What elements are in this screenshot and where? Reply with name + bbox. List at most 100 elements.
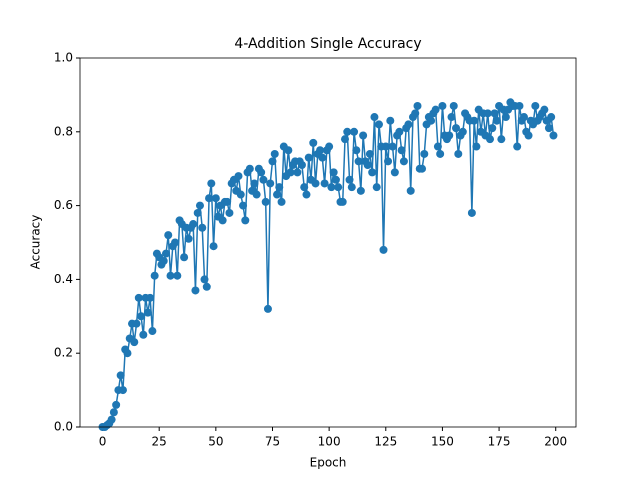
y-tick-label: 0.6 xyxy=(54,198,73,212)
point xyxy=(458,127,467,136)
point xyxy=(325,142,334,151)
point xyxy=(207,179,216,188)
point xyxy=(384,157,393,166)
point xyxy=(490,109,499,118)
point xyxy=(311,179,320,188)
point xyxy=(139,330,148,339)
point xyxy=(146,293,155,302)
point xyxy=(467,208,476,217)
point xyxy=(116,371,125,380)
point xyxy=(388,142,397,151)
point xyxy=(297,161,306,170)
x-tick-label: 125 xyxy=(374,435,397,449)
point xyxy=(304,153,313,162)
point xyxy=(350,127,359,136)
point xyxy=(159,256,168,265)
point xyxy=(218,216,227,225)
point xyxy=(132,319,141,328)
point xyxy=(438,101,447,110)
point xyxy=(316,146,325,155)
point xyxy=(372,183,381,192)
point xyxy=(202,282,211,291)
point xyxy=(130,338,139,347)
point xyxy=(200,275,209,284)
point xyxy=(418,164,427,173)
point xyxy=(411,109,420,118)
point xyxy=(334,183,343,192)
point xyxy=(211,194,220,203)
point xyxy=(293,168,302,177)
point xyxy=(365,149,374,158)
point xyxy=(148,327,157,336)
point xyxy=(331,175,340,184)
point xyxy=(492,116,501,125)
point xyxy=(223,197,232,206)
point xyxy=(107,415,116,424)
point xyxy=(245,164,254,173)
point xyxy=(381,142,390,151)
point xyxy=(352,146,361,155)
chart-title: 4-Addition Single Accuracy xyxy=(234,36,421,52)
point xyxy=(447,113,456,122)
point xyxy=(470,116,479,125)
point xyxy=(524,131,533,140)
point xyxy=(368,168,377,177)
point xyxy=(180,253,189,262)
point xyxy=(386,116,395,125)
point xyxy=(390,168,399,177)
point xyxy=(363,161,372,170)
point xyxy=(171,238,180,247)
point xyxy=(302,190,311,199)
point xyxy=(404,120,413,129)
point xyxy=(374,120,383,129)
point xyxy=(275,183,284,192)
point xyxy=(452,124,461,133)
y-tick-label: 1.0 xyxy=(54,51,73,65)
point xyxy=(150,271,159,280)
point xyxy=(195,201,204,210)
point xyxy=(544,124,553,133)
point xyxy=(266,179,275,188)
point xyxy=(515,101,524,110)
point xyxy=(189,220,198,229)
point xyxy=(486,135,495,144)
point xyxy=(198,223,207,232)
point xyxy=(284,146,293,155)
point xyxy=(118,386,127,395)
point xyxy=(173,271,182,280)
point xyxy=(433,142,442,151)
point xyxy=(209,242,218,251)
point xyxy=(413,101,422,110)
point xyxy=(250,179,259,188)
y-tick-label: 0.2 xyxy=(54,346,73,360)
point xyxy=(193,208,202,217)
x-tick-label: 0 xyxy=(99,435,107,449)
axes-frame xyxy=(79,57,577,428)
point xyxy=(225,208,234,217)
point xyxy=(497,135,506,144)
point xyxy=(270,149,279,158)
point xyxy=(427,116,436,125)
point xyxy=(513,142,522,151)
y-axis-label: Accuracy xyxy=(29,215,43,270)
point xyxy=(205,194,214,203)
x-axis-label: Epoch xyxy=(310,456,347,470)
point xyxy=(501,113,510,122)
point xyxy=(531,101,540,110)
point xyxy=(184,234,193,243)
point xyxy=(356,186,365,195)
point xyxy=(338,197,347,206)
x-tick-label: 100 xyxy=(318,435,341,449)
point xyxy=(431,105,440,114)
point xyxy=(329,168,338,177)
point xyxy=(347,183,356,192)
point xyxy=(354,157,363,166)
point xyxy=(340,135,349,144)
point xyxy=(318,153,327,162)
point xyxy=(420,149,429,158)
point xyxy=(259,175,268,184)
point xyxy=(519,113,528,122)
point xyxy=(397,146,406,155)
point xyxy=(143,308,152,317)
